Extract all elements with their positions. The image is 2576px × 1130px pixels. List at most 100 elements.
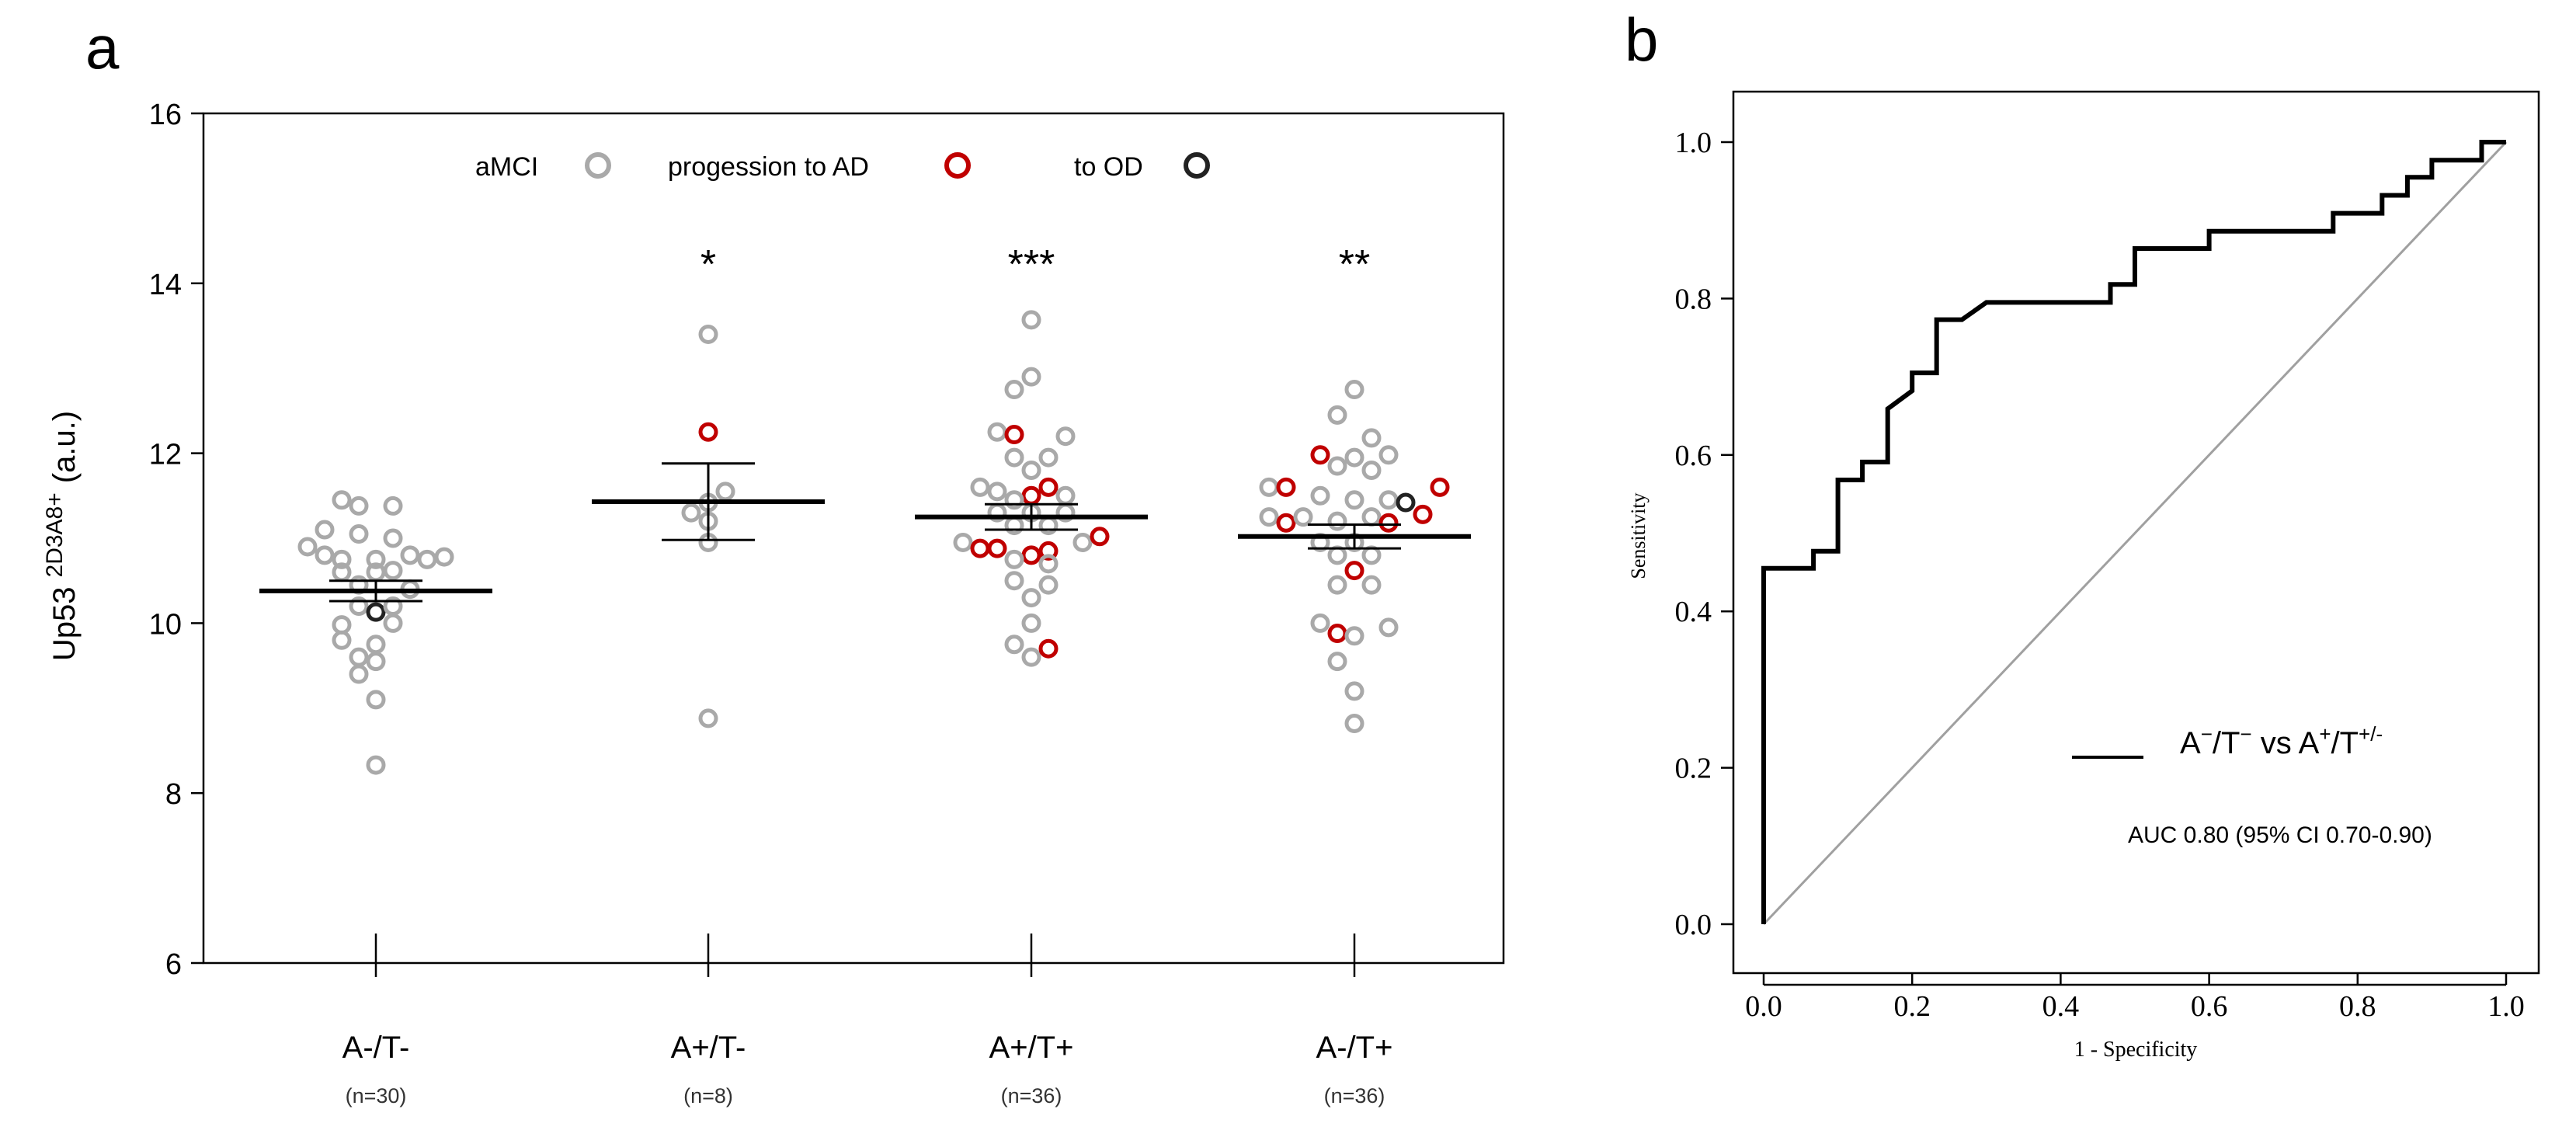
data-point-amci [987,422,1007,442]
data-point-amci [681,502,701,523]
data-point-amci [1344,447,1364,468]
data-point-amci [315,520,335,540]
data-point-ad [970,538,990,558]
legend-label-od: to OD [1074,152,1143,182]
data-point-amci [383,528,403,548]
data-point-amci [1327,545,1347,565]
y-tick-label: 0.2 [1675,753,1712,785]
data-point-od [1396,492,1416,513]
data-point-amci [970,477,990,497]
data-point-amci [366,549,386,569]
y-label-unit: (a.u.) [47,411,82,483]
data-point-amci [1021,460,1041,480]
data-point-amci [1259,477,1279,497]
data-point-amci [1361,428,1382,448]
data-point-amci [1004,490,1024,510]
data-point-amci [1038,447,1059,468]
data-point-amci [1021,613,1041,633]
y-label-main: Up53 [47,586,82,661]
data-point-amci [366,652,386,672]
panel-b-letter: b [1625,5,1658,74]
group-n-label: (n=30) [346,1084,407,1107]
data-point-amci [1004,635,1024,655]
data-point-amci [349,495,369,516]
panel-a-letter: a [85,13,120,82]
data-point-ad [1038,541,1059,561]
data-point-ad [1276,513,1296,533]
roc-legend-t2-sup: +/- [2359,722,2383,746]
data-point-ad [698,422,718,442]
data-point-ad [987,538,1007,558]
data-point-amci [1327,511,1347,531]
data-point-amci [366,690,386,710]
group-1: A-/T- (n=30) [259,490,492,1107]
data-point-amci [1293,507,1313,527]
data-point-amci [383,561,403,581]
data-point-amci [1021,367,1041,387]
group-3: A+/T+ (n=36) *** [915,242,1148,1107]
roc-legend-a-sup: − [2201,722,2213,746]
data-point-amci [1361,507,1382,527]
panel-b-frame [1732,90,2540,975]
roc-legend-t: /T [2213,726,2241,760]
data-point-amci [1378,445,1399,465]
panel-a-groups: A-/T- (n=30) A+/T- (n=8) * A+/T+ (n=36) *** A-/T… [259,242,1471,1107]
x-tick-label: 0.4 [2042,990,2080,1023]
y-label-superscript: 2D3A8+ [42,492,68,577]
data-point-ad [1378,513,1399,533]
x-tick-label: A-/T+ [1316,1031,1393,1065]
data-point-amci [366,755,386,775]
x-tick-label: A+/T- [671,1031,746,1065]
group-n-label: (n=36) [1324,1084,1385,1107]
data-point-amci [1361,575,1382,595]
y-tick-label: 0.6 [1675,440,1712,472]
data-point-amci [434,547,454,567]
data-point-amci [400,545,420,565]
data-point-amci [1004,549,1024,569]
panel-b-x-label: 1 - Specificity [2074,1038,2198,1062]
roc-legend-t2: /T [2331,726,2359,760]
panel-b: 0.0 0.2 0.4 0.6 0.8 1.0 0.0 0.2 0.4 0.6 0.8 1.0 1 -… [1627,90,2540,1062]
y-tick-label: 16 [149,99,182,131]
chance-diagonal [1762,141,2508,926]
roc-legend-vs: vs A [2252,726,2320,760]
roc-legend-label: A−/T− vs A+/T+/- [2180,722,2383,760]
data-point-ad [1090,527,1110,547]
x-tick-label: 0.8 [2339,990,2376,1023]
data-point-amci [698,324,718,344]
x-tick-label: A+/T+ [989,1031,1074,1065]
group-n-label: (n=8) [683,1084,733,1107]
legend-label-amci: aMCI [475,152,538,182]
data-point-amci [383,613,403,633]
data-point-ad [1038,638,1059,659]
data-point-ad [1038,477,1059,497]
significance-label: ** [1339,242,1370,287]
y-tick-label: 12 [149,439,182,471]
panel-b-y-label: Sensitivity [1627,492,1650,579]
data-point-ad [1021,485,1041,506]
data-point-amci [1310,485,1330,506]
data-point-amci [1378,490,1399,510]
group-n-label: (n=36) [1001,1084,1062,1107]
data-point-amci [315,545,335,565]
data-point-amci [297,537,318,557]
data-point-ad [1310,445,1330,465]
x-tick-label: A-/T- [342,1031,410,1065]
data-point-amci [1344,713,1364,733]
y-tick-label: 0.4 [1675,596,1712,628]
data-point-amci [366,635,386,655]
data-point-amci [1038,554,1059,574]
data-point-amci [332,549,352,569]
roc-curve [1761,140,2506,924]
data-point-amci [1327,456,1347,476]
data-point-amci [1344,681,1364,701]
data-point-ad [1344,561,1364,581]
data-point-amci [1021,310,1041,330]
data-point-amci [1038,516,1059,536]
y-tick-label: 1.0 [1675,127,1712,159]
data-point-amci [1004,516,1024,536]
roc-legend-a: A [2180,726,2201,760]
panel-a: 6 8 10 12 14 16 Up53 2D3A8+ (a.u.) aMCI progess… [42,99,1505,1107]
data-point-amci [332,630,352,650]
